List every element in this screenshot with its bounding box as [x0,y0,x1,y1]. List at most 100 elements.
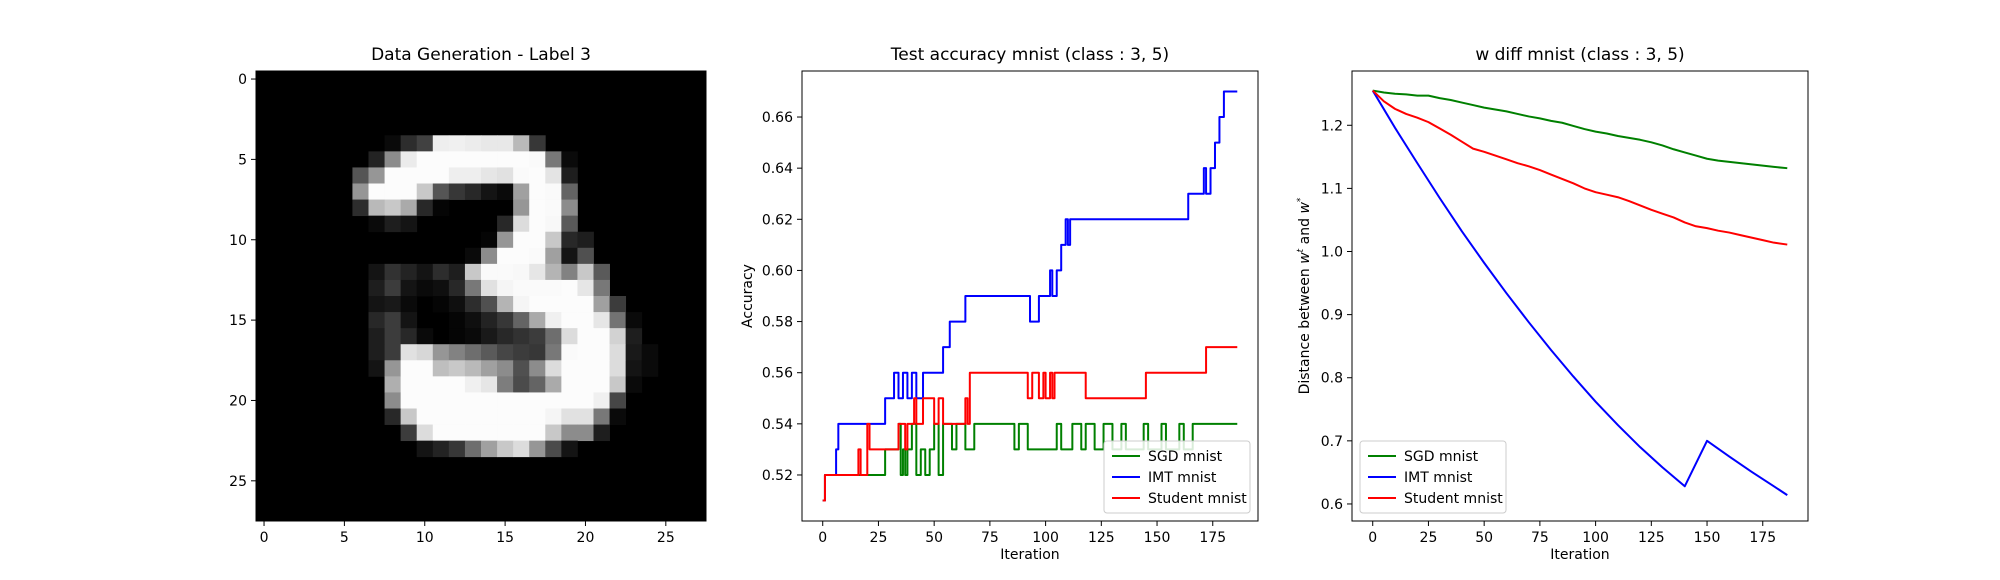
pixel-cell [513,167,530,184]
pixel-cell [448,167,466,184]
pixel-cell [448,263,466,281]
pixel-cell [577,231,594,249]
pixel-cell [609,296,627,313]
pixel-cell [400,135,418,152]
pixel-cell [400,392,418,409]
pixel-cell [464,296,482,313]
pixel-cell [625,376,643,393]
pixel-cell [448,440,466,458]
series-line-sgd-mnist [1372,89,1788,170]
pixel-cell [497,392,514,409]
pixel-cell [400,296,418,313]
pixel-cell [593,360,610,377]
pixel-cell [448,360,466,377]
pixel-cell [561,296,578,313]
legend-entry: IMT mnist [1148,470,1217,486]
pixel-cell [352,167,369,184]
pixel-cell [561,199,578,217]
pixel-cell [561,215,578,233]
pixel-cell [416,328,434,345]
y-tick-label: 25 [229,474,247,490]
y-tick-label: 0.58 [762,315,793,331]
y-tick-label: 0.54 [762,417,793,433]
pixel-cell [561,360,578,377]
pixel-cell [545,376,562,393]
pixel-cell [368,263,385,281]
pixel-cell [529,312,546,329]
pixel-cell [641,344,659,361]
pixel-cell [416,279,434,297]
y-axis-ticks: 0.52 0.54 0.56 0.58 0.60 0.62 0.64 0.66 [762,110,802,484]
legend: SGD mnist IMT mnist Student mnist [1103,440,1251,514]
pixel-cell [561,247,578,265]
pixel-cell [529,424,546,442]
pixel-cell [545,263,562,281]
pixel-cell [368,328,385,345]
pixel-cell [400,183,418,200]
pixel-cell [561,328,578,345]
y-tick-label: 0.60 [762,263,793,279]
x-tick-label: 75 [981,530,999,546]
x-tick-label: 25 [1420,530,1438,546]
pixel-cell [561,344,578,361]
pixel-cell [497,135,514,152]
pixel-cell [368,215,385,233]
pixel-cell [400,263,418,281]
pixel-cell [481,360,498,377]
pixel-cell [577,263,594,281]
pixel-cell [416,344,434,361]
pixel-cell [561,231,578,249]
pixel-cell [529,247,546,265]
pixel-cell [384,151,402,168]
pixel-cell [416,440,434,458]
pixel-cell [384,328,402,345]
pixel-cell [497,183,514,200]
pixel-cell [384,263,402,281]
pixel-cell [416,424,434,442]
x-tick-label: 150 [1694,530,1721,546]
pixel-cell [464,279,482,297]
pixel-cell [529,392,546,409]
pixel-cell [368,312,385,329]
pixel-cell [529,183,546,200]
pixel-cell [497,215,514,233]
pixel-cell [448,151,466,168]
pixel-cell [545,247,562,265]
pixel-cell [513,231,530,249]
pixel-cell [577,296,594,313]
pixel-cell [561,312,578,329]
pixel-cell [545,167,562,184]
pixel-cell [545,408,562,425]
pixel-cell [593,376,610,393]
y-tick-label: 0.6 [1321,497,1343,513]
pixel-cell [545,328,562,345]
x-tick-label: 125 [1088,530,1115,546]
pixel-cell [609,392,627,409]
pixel-cell [545,151,562,168]
pixel-cell [497,167,514,184]
pixel-cell [497,312,514,329]
pixel-cell [384,183,402,200]
pixel-cell [368,279,385,297]
pixel-cell [432,151,450,168]
pixel-cell [561,151,578,168]
pixel-cell [545,392,562,409]
pixel-cell [432,279,450,297]
pixel-cell [561,376,578,393]
pixel-cell [432,376,450,393]
pixel-cell [384,296,402,313]
pixel-cell [561,440,578,458]
pixel-cell [561,424,578,442]
pixel-cell [529,376,546,393]
pixel-cell [593,408,610,425]
pixel-cell [641,360,659,377]
pixel-cell [513,376,530,393]
plot-frame [1351,70,1809,522]
pixel-cell [513,151,530,168]
pixel-cell [593,296,610,313]
pixel-cell [464,247,482,265]
pixel-cell [481,279,498,297]
y-tick-label: 5 [238,152,247,168]
pixel-cell [448,424,466,442]
